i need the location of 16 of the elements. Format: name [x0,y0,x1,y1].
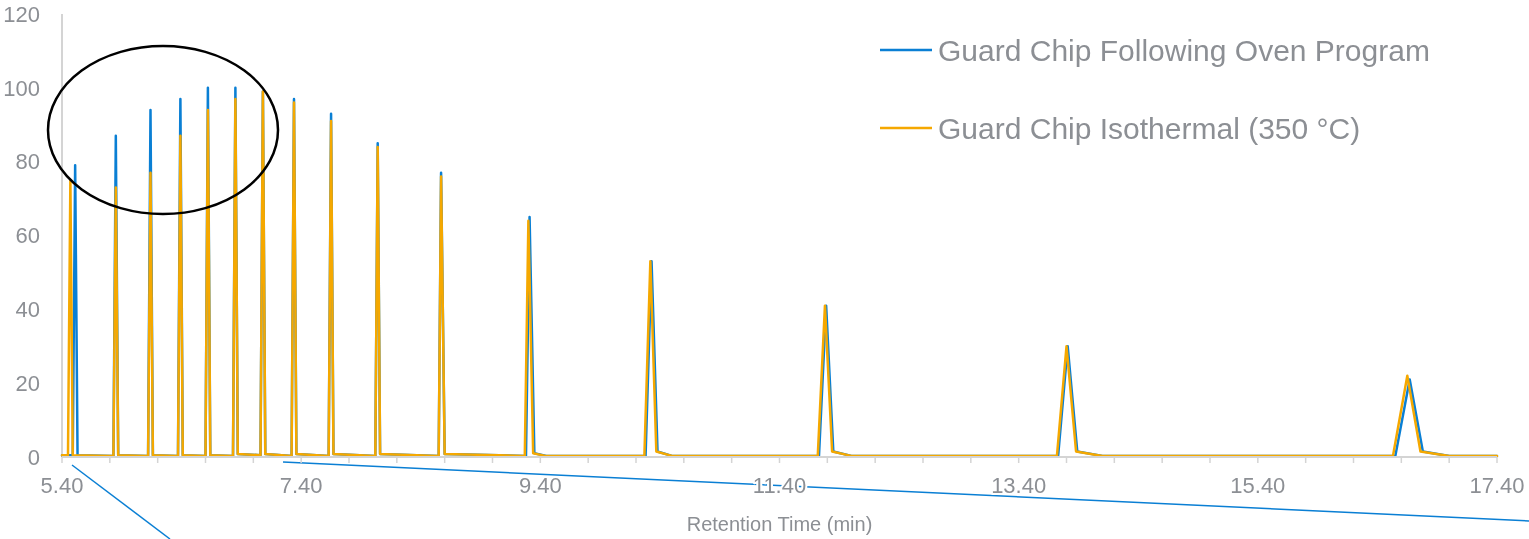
y-tick-label: 80 [15,149,40,175]
x-axis-title: Retention Time (min) [686,513,873,535]
x-tick-label: 7.40 [279,473,323,498]
y-tick-label: 100 [3,75,40,101]
y-tick-label: 60 [15,223,40,249]
x-tick-label: 17.40 [1469,473,1525,498]
legend-label: Guard Chip Following Oven Program [938,33,1430,67]
y-tick-label: 0 [27,444,40,470]
y-tick-label: 20 [15,370,40,396]
x-tick-label: 5.40 [40,473,84,498]
x-tick-label: 9.40 [518,473,562,498]
x-tick-label: 15.40 [1230,473,1286,498]
y-tick-label: 120 [3,1,40,27]
legend-label: Guard Chip Isothermal (350 °C) [938,111,1361,145]
x-tick-label: 13.40 [991,473,1047,498]
y-tick-label: 40 [15,297,40,323]
